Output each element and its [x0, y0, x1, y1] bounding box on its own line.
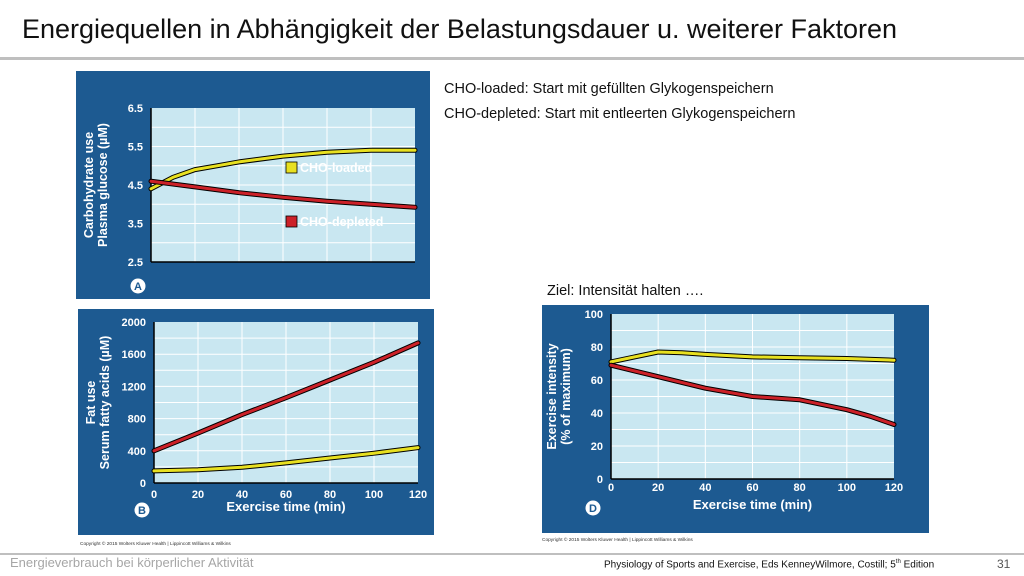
- note-cho-loaded: CHO-loaded: Start mit gefüllten Glykogen…: [444, 81, 774, 97]
- footer-divider: [0, 553, 1024, 555]
- chart-d-y-tick-label: 0: [597, 474, 603, 486]
- chart-a-y-tick-label: 2.5: [128, 257, 143, 269]
- chart-b-x-tick-label: 40: [236, 489, 248, 501]
- chart-b-y-axis-label: Serum fatty acids (µM): [98, 336, 112, 470]
- chart-d-x-tick-label: 40: [699, 482, 711, 494]
- chart-a-y-tick-label: 4.5: [128, 180, 143, 192]
- chart-b-svg: 2000 1600 1200 800 400 00 20 40 60 80 100 120 Exerci…: [78, 309, 434, 535]
- chart-a-y-tick-label: 6.5: [128, 103, 143, 115]
- page-number: 31: [997, 557, 1011, 571]
- chart-b-y-tick-label: 1600: [122, 349, 146, 361]
- chart-d-x-tick-label: 20: [652, 482, 664, 494]
- slide-title: Energiequellen in Abhängigkeit der Belas…: [22, 14, 898, 44]
- chart-d-y-axis-label: Exercise intensity: [545, 343, 559, 449]
- chart-d-panel-letter: D: [589, 503, 597, 515]
- chart-a-svg: 6.5 5.5 4.5 3.5 2.5 Carbohydrate use Plasma gl…: [76, 71, 430, 299]
- chart-a-series-cho-loaded-line: [149, 148, 417, 191]
- chart-d-svg: 100 80 60 40 20 00 20 40 60 80 100 120 Exercise time…: [542, 305, 929, 533]
- chart-a-legend-swatch: [285, 215, 298, 228]
- chart-a-legend-label: CHO-loaded: [300, 161, 372, 175]
- chart-d-y-tick-label: 60: [591, 375, 603, 387]
- chart-d-y-tick-label: 20: [591, 441, 603, 453]
- chart-a-panel-badge: [130, 278, 146, 294]
- chart-d-series-cho-loaded-line: [609, 350, 896, 364]
- chart-b-panel-badge: [134, 502, 150, 518]
- chart-b-x-tick-label: 60: [280, 489, 292, 501]
- chart-b-panel-letter: B: [138, 505, 146, 517]
- chart-b-y-tick-label: 1200: [122, 381, 146, 393]
- chart-b-y-tick-label: 800: [128, 414, 146, 426]
- chart-b-series-cho-depleted-line: [152, 341, 420, 453]
- chart-d-y-axis-label: (% of maximum): [559, 348, 573, 445]
- copyright-d: Copyright © 2015 Wolters Kluwer Health |…: [542, 538, 693, 543]
- chart-b-x-tick-label: 0: [151, 489, 157, 501]
- note-cho-depleted: CHO-depleted: Start mit entleerten Glyko…: [444, 106, 796, 122]
- footer-reference-tail: Edition: [900, 559, 935, 571]
- footer-topic: Energieverbrauch bei körperlicher Aktivi…: [10, 555, 254, 570]
- chart-a-y-tick-label: 5.5: [128, 142, 143, 154]
- goal-text: Ziel: Intensität halten ….: [547, 283, 704, 299]
- chart-b-y-tick-label: 2000: [122, 317, 146, 329]
- chart-a-legend-label: CHO-depleted: [300, 215, 383, 229]
- chart-d-y-tick-label: 80: [591, 342, 603, 354]
- chart-d-series-cho-depleted-line: [609, 363, 896, 426]
- footer-reference-text: Physiology of Sports and Exercise, Eds K…: [604, 559, 896, 571]
- chart-d-x-tick-label: 120: [885, 482, 903, 494]
- chart-b-series-cho-loaded-line: [152, 446, 420, 473]
- chart-d-x-tick-label: 0: [608, 482, 614, 494]
- chart-b-y-tick-label: 400: [128, 446, 146, 458]
- chart-d-x-tick-label: 80: [794, 482, 806, 494]
- footer-reference: Physiology of Sports and Exercise, Eds K…: [604, 559, 934, 570]
- chart-d-x-tick-label: 100: [838, 482, 856, 494]
- chart-d-y-tick-label: 40: [591, 408, 603, 420]
- chart-d-panel-badge: [585, 500, 601, 516]
- chart-b-x-tick-label: 80: [324, 489, 336, 501]
- chart-b-x-tick-label: 20: [192, 489, 204, 501]
- copyright-b: Copyright © 2015 Wolters Kluwer Health |…: [80, 542, 231, 547]
- chart-a-y-tick-label: 3.5: [128, 219, 143, 231]
- chart-panel-a: 6.5 5.5 4.5 3.5 2.5 Carbohydrate use Plasma gl…: [76, 71, 430, 299]
- chart-a-series-cho-depleted-line: [149, 179, 417, 209]
- chart-d-x-axis-label: Exercise time (min): [693, 497, 812, 512]
- chart-b-y-tick-label: 0: [140, 478, 146, 490]
- chart-a-y-axis-label: Plasma glucose (µM): [96, 123, 110, 247]
- chart-a-legend-swatch: [285, 161, 298, 174]
- chart-b-y-axis-label: Fat use: [84, 381, 98, 425]
- chart-a-y-axis-label: Carbohydrate use: [82, 132, 96, 238]
- chart-b-x-tick-label: 120: [409, 489, 427, 501]
- chart-d-y-tick-label: 100: [585, 309, 603, 321]
- chart-panel-d: 100 80 60 40 20 0 0 20 40 60 80 100 120 Exercise time…: [542, 305, 929, 533]
- chart-panel-b: 2000 1600 1200 800 400 0 0 20 40 60 80 100 120 Exerci…: [78, 309, 434, 535]
- chart-d-x-tick-label: 60: [746, 482, 758, 494]
- chart-a-panel-letter: A: [134, 281, 142, 293]
- footer-reference-sup: th: [895, 559, 901, 565]
- title-divider: [0, 57, 1024, 60]
- chart-b-x-axis-label: Exercise time (min): [226, 499, 345, 514]
- chart-b-x-tick-label: 100: [365, 489, 383, 501]
